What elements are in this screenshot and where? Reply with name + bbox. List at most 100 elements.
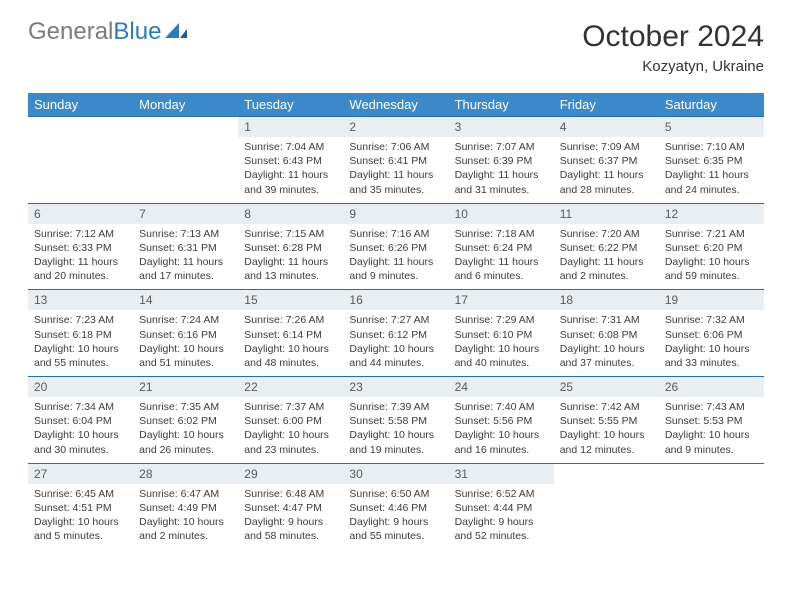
day-number: 19 (659, 290, 764, 310)
day-number: 11 (554, 204, 659, 224)
weekday-header: Saturday (659, 93, 764, 117)
day-details: Sunrise: 7:10 AMSunset: 6:35 PMDaylight:… (659, 137, 764, 203)
day-details: Sunrise: 7:18 AMSunset: 6:24 PMDaylight:… (449, 224, 554, 290)
calendar-cell: 20Sunrise: 7:34 AMSunset: 6:04 PMDayligh… (28, 377, 133, 464)
calendar-cell: 1Sunrise: 7:04 AMSunset: 6:43 PMDaylight… (238, 117, 343, 204)
header: GeneralBlue October 2024 Kozyatyn, Ukrai… (28, 20, 764, 75)
calendar-cell: 29Sunrise: 6:48 AMSunset: 4:47 PMDayligh… (238, 463, 343, 549)
calendar-cell (659, 463, 764, 549)
day-number: 10 (449, 204, 554, 224)
day-number: 31 (449, 464, 554, 484)
calendar-cell: 15Sunrise: 7:26 AMSunset: 6:14 PMDayligh… (238, 290, 343, 377)
day-number: 16 (343, 290, 448, 310)
day-number: 18 (554, 290, 659, 310)
calendar-cell: 12Sunrise: 7:21 AMSunset: 6:20 PMDayligh… (659, 203, 764, 290)
calendar-cell: 22Sunrise: 7:37 AMSunset: 6:00 PMDayligh… (238, 377, 343, 464)
day-details: Sunrise: 7:23 AMSunset: 6:18 PMDaylight:… (28, 310, 133, 376)
day-details: Sunrise: 7:21 AMSunset: 6:20 PMDaylight:… (659, 224, 764, 290)
day-details: Sunrise: 7:15 AMSunset: 6:28 PMDaylight:… (238, 224, 343, 290)
brand-part2: Blue (113, 20, 161, 44)
day-number: 30 (343, 464, 448, 484)
day-number: 25 (554, 377, 659, 397)
calendar-cell: 25Sunrise: 7:42 AMSunset: 5:55 PMDayligh… (554, 377, 659, 464)
calendar-cell: 14Sunrise: 7:24 AMSunset: 6:16 PMDayligh… (133, 290, 238, 377)
day-number: 6 (28, 204, 133, 224)
day-number: 7 (133, 204, 238, 224)
day-details: Sunrise: 7:32 AMSunset: 6:06 PMDaylight:… (659, 310, 764, 376)
day-number: 17 (449, 290, 554, 310)
calendar-cell: 3Sunrise: 7:07 AMSunset: 6:39 PMDaylight… (449, 117, 554, 204)
calendar-cell: 21Sunrise: 7:35 AMSunset: 6:02 PMDayligh… (133, 377, 238, 464)
calendar-cell: 31Sunrise: 6:52 AMSunset: 4:44 PMDayligh… (449, 463, 554, 549)
day-number: 8 (238, 204, 343, 224)
day-number: 26 (659, 377, 764, 397)
day-number: 9 (343, 204, 448, 224)
day-details: Sunrise: 7:26 AMSunset: 6:14 PMDaylight:… (238, 310, 343, 376)
calendar-cell: 2Sunrise: 7:06 AMSunset: 6:41 PMDaylight… (343, 117, 448, 204)
brand-part1: General (28, 20, 113, 44)
day-number: 29 (238, 464, 343, 484)
calendar-cell: 13Sunrise: 7:23 AMSunset: 6:18 PMDayligh… (28, 290, 133, 377)
calendar-row: 6Sunrise: 7:12 AMSunset: 6:33 PMDaylight… (28, 203, 764, 290)
day-details: Sunrise: 6:48 AMSunset: 4:47 PMDaylight:… (238, 484, 343, 550)
day-number: 4 (554, 117, 659, 137)
weekday-header: Thursday (449, 93, 554, 117)
calendar-cell: 19Sunrise: 7:32 AMSunset: 6:06 PMDayligh… (659, 290, 764, 377)
day-number: 28 (133, 464, 238, 484)
calendar-cell: 10Sunrise: 7:18 AMSunset: 6:24 PMDayligh… (449, 203, 554, 290)
day-number: 20 (28, 377, 133, 397)
calendar-cell: 6Sunrise: 7:12 AMSunset: 6:33 PMDaylight… (28, 203, 133, 290)
calendar-cell: 4Sunrise: 7:09 AMSunset: 6:37 PMDaylight… (554, 117, 659, 204)
day-details: Sunrise: 7:13 AMSunset: 6:31 PMDaylight:… (133, 224, 238, 290)
day-number: 21 (133, 377, 238, 397)
calendar-cell: 23Sunrise: 7:39 AMSunset: 5:58 PMDayligh… (343, 377, 448, 464)
day-number: 13 (28, 290, 133, 310)
day-details: Sunrise: 6:52 AMSunset: 4:44 PMDaylight:… (449, 484, 554, 550)
day-details: Sunrise: 7:04 AMSunset: 6:43 PMDaylight:… (238, 137, 343, 203)
calendar-cell: 18Sunrise: 7:31 AMSunset: 6:08 PMDayligh… (554, 290, 659, 377)
day-details: Sunrise: 7:07 AMSunset: 6:39 PMDaylight:… (449, 137, 554, 203)
calendar-cell (133, 117, 238, 204)
weekday-header-row: SundayMondayTuesdayWednesdayThursdayFrid… (28, 93, 764, 117)
day-number: 15 (238, 290, 343, 310)
calendar-cell (554, 463, 659, 549)
day-details: Sunrise: 7:29 AMSunset: 6:10 PMDaylight:… (449, 310, 554, 376)
calendar-table: SundayMondayTuesdayWednesdayThursdayFrid… (28, 93, 764, 549)
calendar-cell: 7Sunrise: 7:13 AMSunset: 6:31 PMDaylight… (133, 203, 238, 290)
calendar-body: 1Sunrise: 7:04 AMSunset: 6:43 PMDaylight… (28, 117, 764, 550)
day-number: 22 (238, 377, 343, 397)
day-details: Sunrise: 7:12 AMSunset: 6:33 PMDaylight:… (28, 224, 133, 290)
calendar-cell: 16Sunrise: 7:27 AMSunset: 6:12 PMDayligh… (343, 290, 448, 377)
calendar-cell (28, 117, 133, 204)
day-details: Sunrise: 7:34 AMSunset: 6:04 PMDaylight:… (28, 397, 133, 463)
day-number: 24 (449, 377, 554, 397)
calendar-row: 1Sunrise: 7:04 AMSunset: 6:43 PMDaylight… (28, 117, 764, 204)
location-label: Kozyatyn, Ukraine (582, 58, 764, 75)
day-details: Sunrise: 7:40 AMSunset: 5:56 PMDaylight:… (449, 397, 554, 463)
calendar-cell: 9Sunrise: 7:16 AMSunset: 6:26 PMDaylight… (343, 203, 448, 290)
day-details: Sunrise: 7:16 AMSunset: 6:26 PMDaylight:… (343, 224, 448, 290)
day-details: Sunrise: 7:06 AMSunset: 6:41 PMDaylight:… (343, 137, 448, 203)
calendar-cell: 30Sunrise: 6:50 AMSunset: 4:46 PMDayligh… (343, 463, 448, 549)
brand-sail-icon (165, 20, 187, 44)
weekday-header: Wednesday (343, 93, 448, 117)
title-block: October 2024 Kozyatyn, Ukraine (582, 20, 764, 75)
day-details: Sunrise: 7:09 AMSunset: 6:37 PMDaylight:… (554, 137, 659, 203)
weekday-header: Friday (554, 93, 659, 117)
day-details: Sunrise: 6:45 AMSunset: 4:51 PMDaylight:… (28, 484, 133, 550)
calendar-cell: 11Sunrise: 7:20 AMSunset: 6:22 PMDayligh… (554, 203, 659, 290)
calendar-row: 27Sunrise: 6:45 AMSunset: 4:51 PMDayligh… (28, 463, 764, 549)
day-number: 23 (343, 377, 448, 397)
calendar-cell: 28Sunrise: 6:47 AMSunset: 4:49 PMDayligh… (133, 463, 238, 549)
day-details: Sunrise: 7:39 AMSunset: 5:58 PMDaylight:… (343, 397, 448, 463)
calendar-cell: 5Sunrise: 7:10 AMSunset: 6:35 PMDaylight… (659, 117, 764, 204)
calendar-cell: 17Sunrise: 7:29 AMSunset: 6:10 PMDayligh… (449, 290, 554, 377)
brand-logo: GeneralBlue (28, 20, 187, 44)
weekday-header: Tuesday (238, 93, 343, 117)
day-details: Sunrise: 7:37 AMSunset: 6:00 PMDaylight:… (238, 397, 343, 463)
day-number: 1 (238, 117, 343, 137)
day-details: Sunrise: 7:35 AMSunset: 6:02 PMDaylight:… (133, 397, 238, 463)
day-number: 14 (133, 290, 238, 310)
calendar-row: 20Sunrise: 7:34 AMSunset: 6:04 PMDayligh… (28, 377, 764, 464)
calendar-cell: 27Sunrise: 6:45 AMSunset: 4:51 PMDayligh… (28, 463, 133, 549)
